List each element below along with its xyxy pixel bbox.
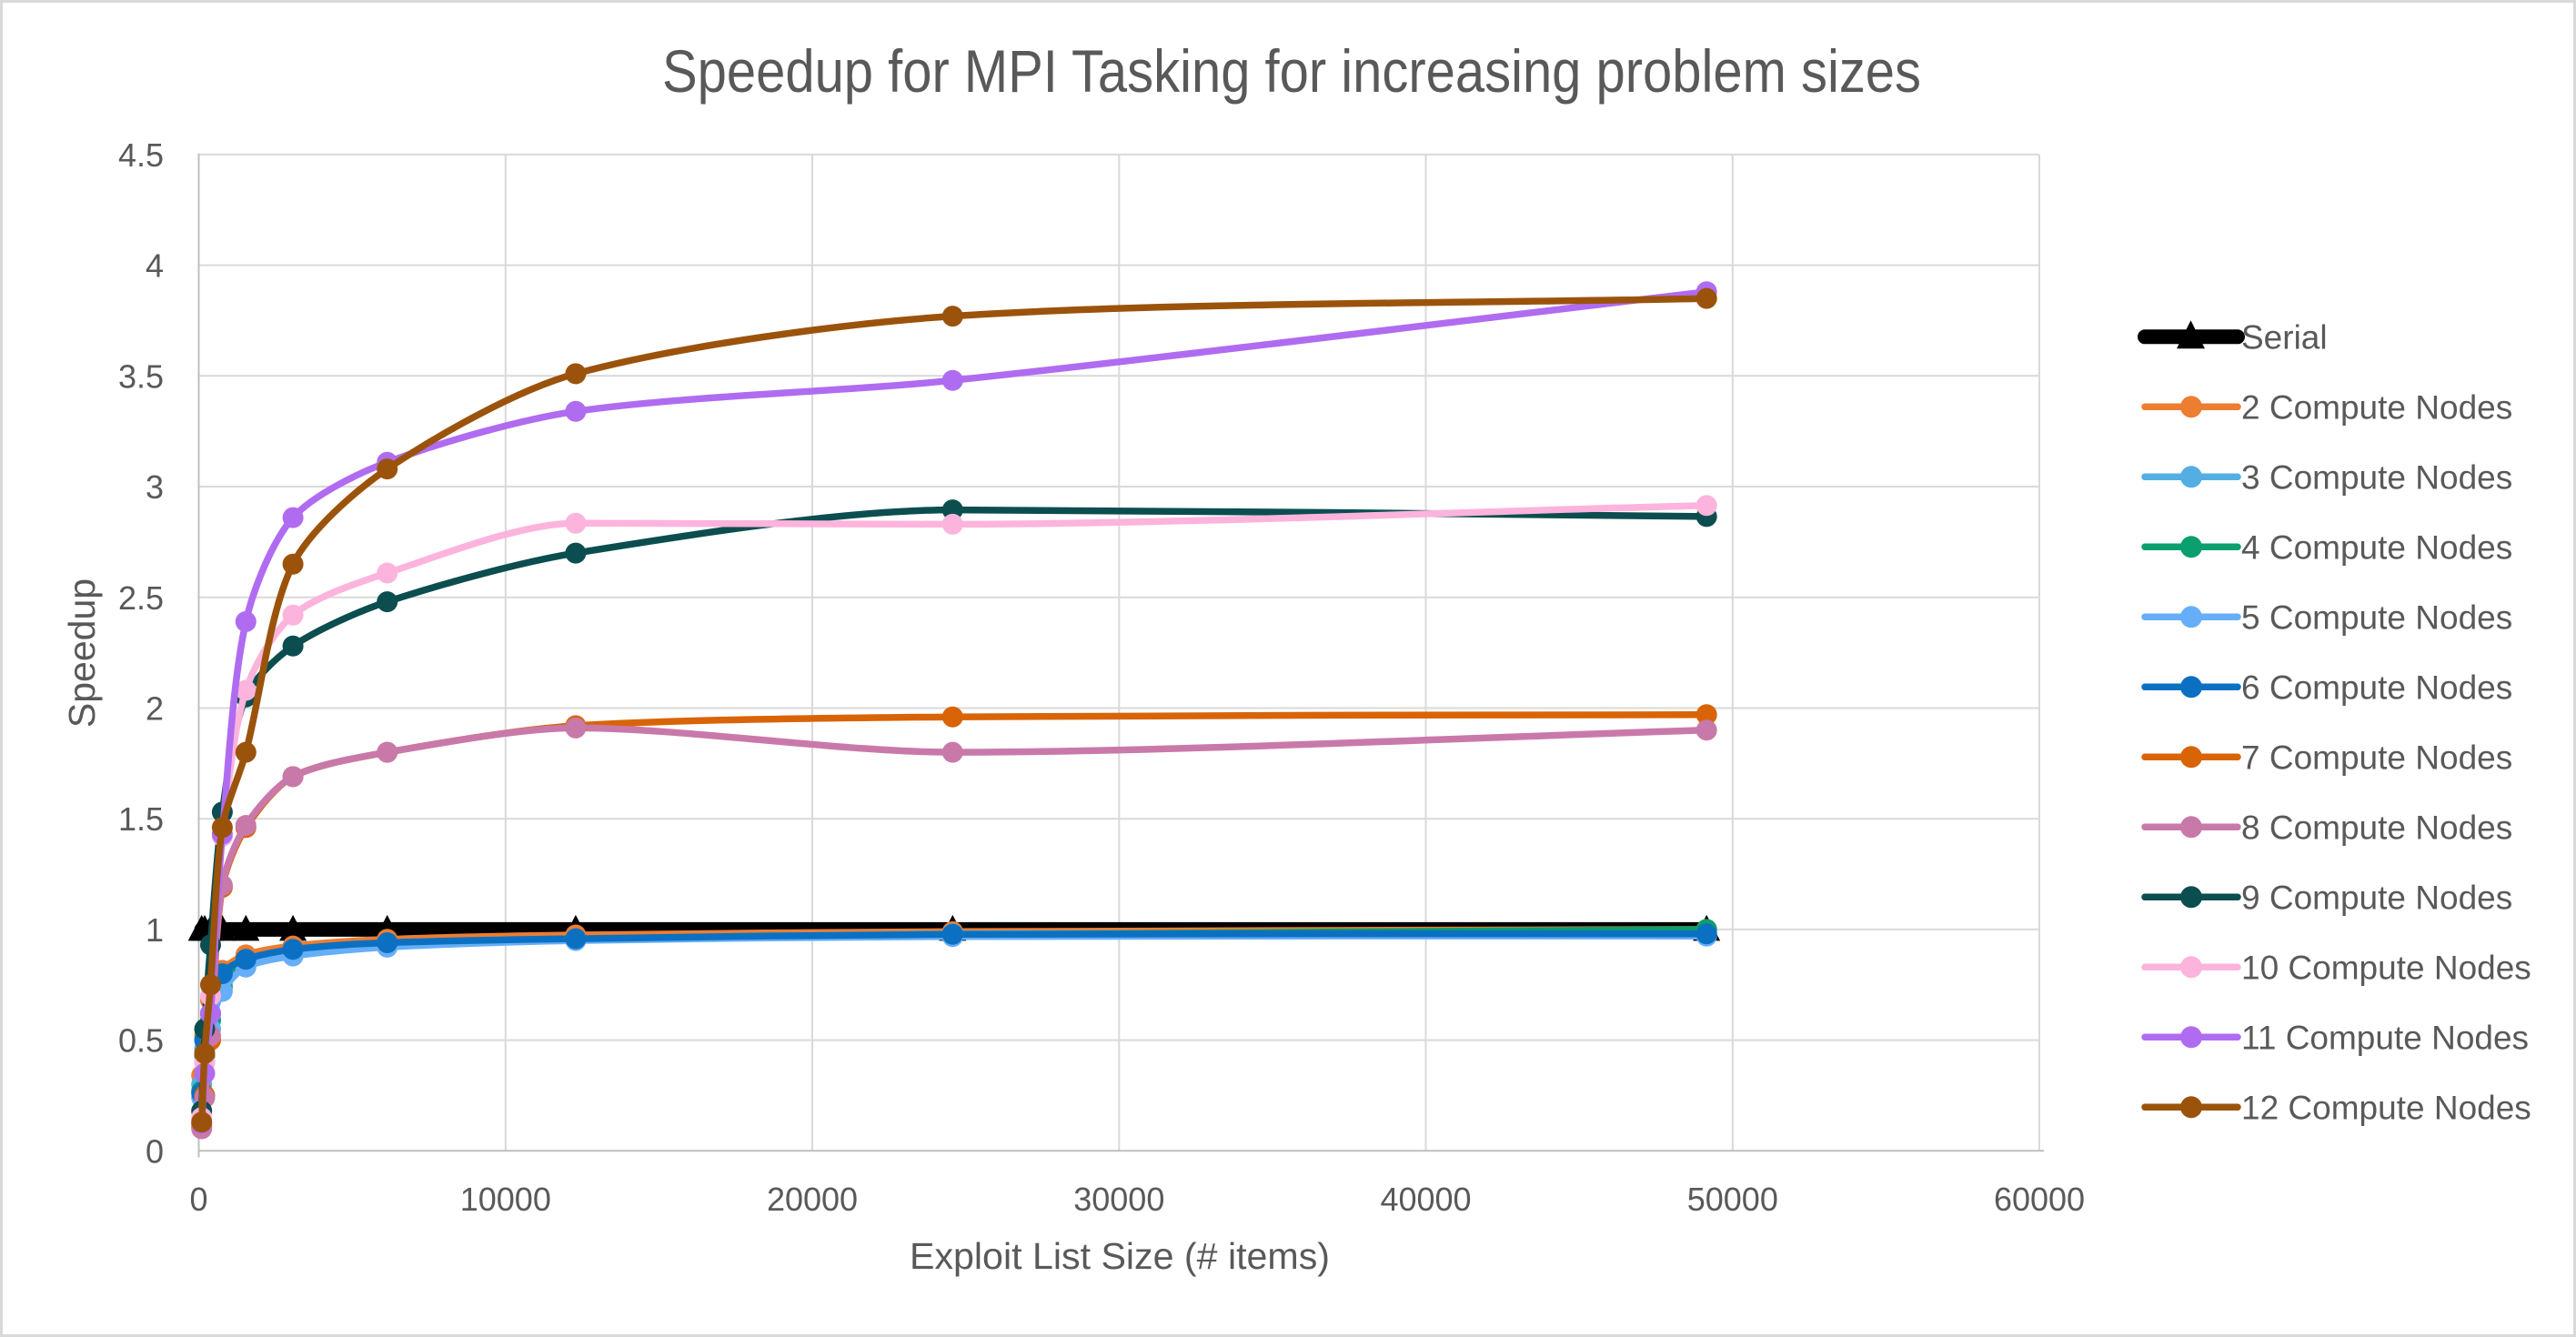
svg-text:20000: 20000	[767, 1181, 858, 1218]
svg-text:1: 1	[146, 911, 164, 949]
svg-text:Speedup for MPI Tasking for in: Speedup for MPI Tasking for increasing p…	[662, 37, 1921, 105]
svg-text:4.5: 4.5	[118, 136, 164, 174]
svg-text:0.5: 0.5	[118, 1022, 164, 1060]
svg-text:3 Compute Nodes: 3 Compute Nodes	[2241, 458, 2512, 496]
svg-text:0: 0	[146, 1132, 164, 1170]
svg-text:1.5: 1.5	[118, 800, 164, 838]
svg-text:5 Compute Nodes: 5 Compute Nodes	[2241, 598, 2512, 636]
svg-text:12 Compute Nodes: 12 Compute Nodes	[2241, 1089, 2531, 1126]
svg-text:60000: 60000	[1994, 1181, 2085, 1218]
svg-text:0: 0	[189, 1181, 207, 1218]
svg-text:3.5: 3.5	[118, 357, 164, 395]
svg-text:3: 3	[146, 468, 164, 506]
svg-text:11 Compute Nodes: 11 Compute Nodes	[2241, 1019, 2529, 1056]
svg-text:4 Compute Nodes: 4 Compute Nodes	[2241, 528, 2512, 566]
svg-text:4: 4	[146, 247, 164, 285]
svg-text:50000: 50000	[1687, 1181, 1778, 1218]
svg-text:Serial: Serial	[2241, 318, 2328, 356]
svg-text:Speedup: Speedup	[61, 578, 103, 728]
svg-text:Exploit List Size (# items): Exploit List Size (# items)	[910, 1235, 1330, 1277]
svg-text:7 Compute Nodes: 7 Compute Nodes	[2241, 739, 2512, 776]
svg-text:8 Compute Nodes: 8 Compute Nodes	[2241, 809, 2512, 846]
svg-text:9 Compute Nodes: 9 Compute Nodes	[2241, 879, 2512, 916]
svg-text:10 Compute Nodes: 10 Compute Nodes	[2241, 949, 2531, 986]
svg-text:6 Compute Nodes: 6 Compute Nodes	[2241, 668, 2512, 706]
svg-text:2 Compute Nodes: 2 Compute Nodes	[2241, 388, 2512, 426]
svg-text:10000: 10000	[460, 1181, 551, 1218]
svg-text:30000: 30000	[1073, 1181, 1164, 1218]
svg-text:40000: 40000	[1380, 1181, 1471, 1218]
svg-text:2.5: 2.5	[118, 579, 164, 617]
svg-text:2: 2	[146, 690, 164, 728]
